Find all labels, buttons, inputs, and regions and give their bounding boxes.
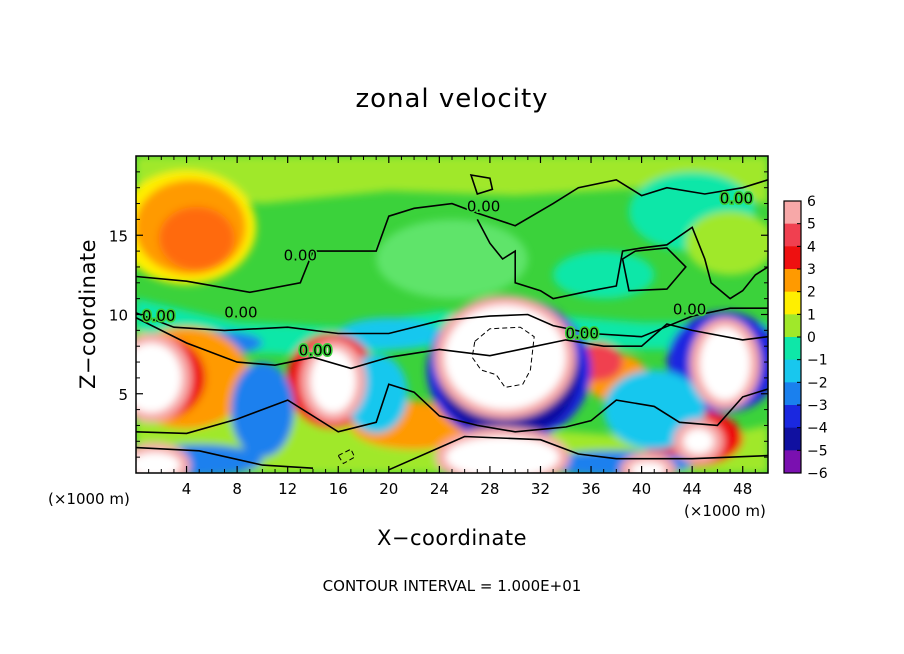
colorbar-swatch (784, 405, 801, 429)
saturated-center (444, 304, 566, 410)
x-tick-label: 48 (733, 480, 752, 498)
x-tick-label: 20 (379, 480, 398, 498)
colorbar-tick-label: 3 (807, 262, 816, 278)
colorbar-swatch (784, 269, 801, 293)
colorbar-swatch (784, 337, 801, 361)
zero-contour-upper-3 (621, 247, 687, 292)
colorbar-swatch (784, 314, 801, 338)
heatmap-field: 0.00 0.00 0.00 0.00 0.00 0.00 0.00 0.00 (136, 156, 768, 473)
saturated-left (136, 343, 182, 413)
y-axis-label: Z−coordinate (76, 239, 100, 389)
colorbar-tick-label: 0 (807, 330, 816, 346)
dashed-contour-center (471, 326, 535, 388)
zero-contour-low (136, 383, 768, 435)
colorbar-swatch (784, 359, 801, 383)
colorbar-tick-label: −5 (807, 443, 828, 459)
x-tick-label: 28 (480, 480, 499, 498)
zero-contour-bottom-2 (388, 435, 768, 471)
colorbar-tick-label: −4 (807, 421, 828, 437)
colorbar-swatch (784, 382, 801, 406)
saturated-bottom-left (136, 452, 181, 473)
colorbar-tick-label: −3 (807, 398, 828, 414)
zero-contour-upper-2 (476, 219, 768, 300)
x-unit-label-right: (×1000 m) (684, 502, 766, 520)
contour-label: 0.00 (565, 324, 598, 342)
colorbar-swatch (784, 450, 801, 474)
saturated-bottom-right-2 (683, 428, 714, 454)
colorbar-swatch (784, 201, 801, 225)
saturated-center-left (310, 349, 356, 413)
saturated-right (699, 327, 751, 401)
x-unit-label-left: (×1000 m) (48, 490, 130, 508)
colorbar-tick-label: −6 (807, 466, 828, 482)
upper-light-band (136, 156, 768, 204)
x-axis-label: X−coordinate (377, 526, 527, 550)
dashed-contour-bottom (337, 448, 356, 465)
contour-label: 0.00 (284, 247, 317, 265)
x-tick-label: 16 (329, 480, 348, 498)
colorbar-tick-label: 2 (807, 285, 816, 301)
x-tick-label: 24 (430, 480, 449, 498)
contour-label: 0.00 (142, 307, 175, 325)
colorbar-swatch (784, 223, 801, 247)
colorbar-tick-label: 5 (807, 217, 816, 233)
upper-cyan-center (376, 219, 528, 299)
upper-cyan-right-2 (553, 251, 655, 299)
colorbar-tick-label: 4 (807, 239, 816, 255)
contour-label: 0.00 (224, 304, 257, 322)
lower-yellow-band (136, 330, 768, 473)
colorbar-swatch (784, 246, 801, 270)
red-core (158, 206, 235, 271)
zero-contour-mid (136, 307, 768, 338)
zero-contour-mid-2 (136, 316, 768, 370)
colorbar-tick-label: 1 (807, 307, 816, 323)
saturated-bottom-right (630, 461, 666, 473)
colorbar-swatch (784, 427, 801, 451)
colorbar-tick-label: −1 (807, 353, 828, 369)
x-tick-label: 32 (531, 480, 550, 498)
saturated-bottom-center (445, 436, 560, 473)
y-tick-label: 5 (118, 386, 128, 404)
chart-title: zonal velocity (355, 84, 549, 114)
x-tick-label: 12 (278, 480, 297, 498)
contour-label: 0.00 (467, 197, 500, 215)
zero-contour-upper-4 (469, 173, 494, 195)
colorbar-tick-label: −2 (807, 375, 828, 391)
x-tick-label: 4 (182, 480, 192, 498)
x-tick-label: 8 (232, 480, 242, 498)
heatmap-smooth-layer (136, 156, 768, 473)
contour-label: 0.00 (673, 301, 706, 319)
y-tick-label: 15 (109, 227, 128, 245)
contour-label: 0.00 (299, 342, 332, 360)
zero-contour-upper (136, 178, 768, 294)
colorbar: 6 5 4 3 2 1 0 −1 −2 −3 −4 −5 −6 (783, 194, 828, 482)
colorbar-swatch (784, 291, 801, 315)
contour-label: 0.00 (720, 190, 753, 208)
x-tick-label: 40 (632, 480, 651, 498)
x-tick-label: 44 (683, 480, 702, 498)
x-tick-label: 36 (581, 480, 600, 498)
colorbar-tick-label: 6 (807, 194, 816, 210)
contour-interval-note: CONTOUR INTERVAL = 1.000E+01 (322, 577, 582, 595)
upper-yellowish-right (685, 211, 768, 275)
y-tick-label: 10 (109, 307, 128, 325)
